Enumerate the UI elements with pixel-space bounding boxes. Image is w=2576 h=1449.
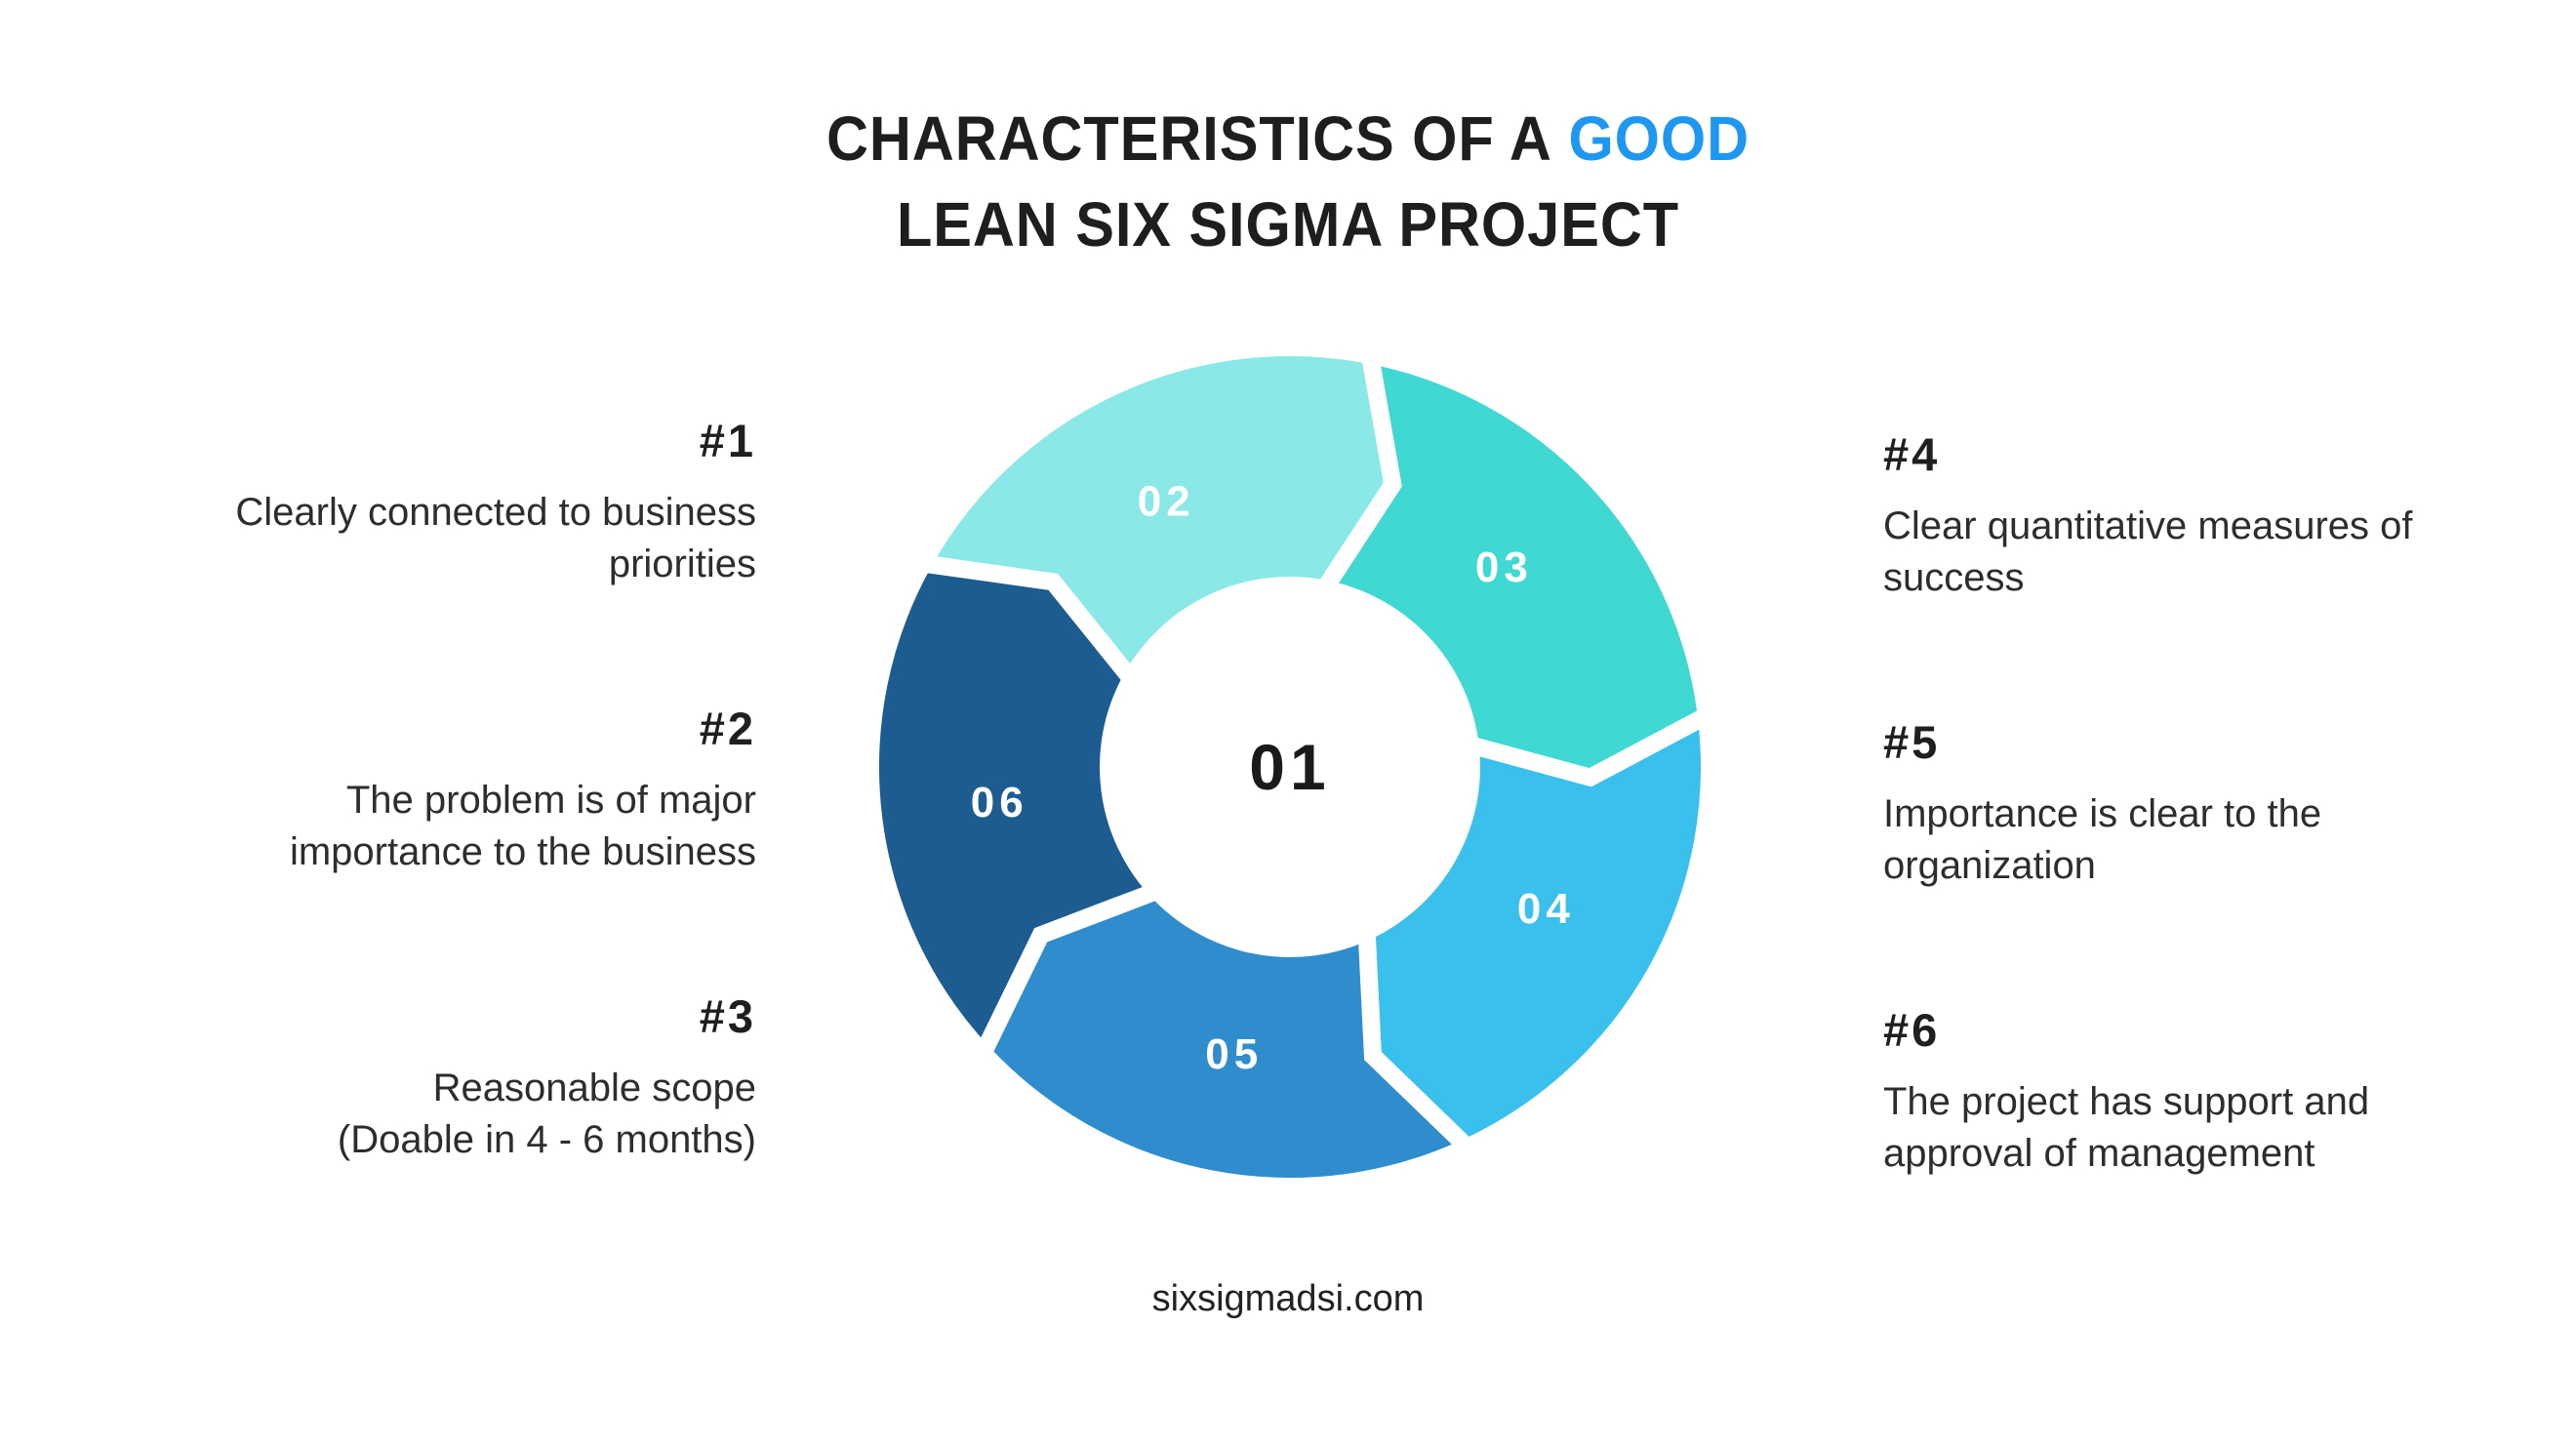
item-text-line: Clear quantitative measures of xyxy=(1883,504,2413,547)
page-title: CHARACTERISTICS OF A GOOD LEAN SIX SIGMA … xyxy=(0,96,2576,267)
characteristic-item-4: #4 Clear quantitative measures of succes… xyxy=(1883,431,2508,604)
item-text-line: (Doable in 4 - 6 months) xyxy=(337,1118,756,1161)
segment-label-05: 05 xyxy=(1205,1030,1263,1078)
item-text: The problem is of major importance to th… xyxy=(127,775,756,878)
item-number: #3 xyxy=(699,990,756,1042)
item-text-line: The project has support and xyxy=(1883,1080,2370,1123)
item-text-line: priorities xyxy=(608,543,756,585)
item-number: #4 xyxy=(1883,428,1941,480)
item-text-line: approval of management xyxy=(1883,1132,2315,1175)
segment-label-02: 02 xyxy=(1138,478,1195,526)
center-circle xyxy=(1108,585,1471,948)
item-number: #6 xyxy=(1883,1004,1941,1056)
item-text: Importance is clear to the organization xyxy=(1883,788,2508,892)
item-text: Reasonable scope (Doable in 4 - 6 months… xyxy=(127,1063,756,1166)
item-text-line: importance to the business xyxy=(289,830,756,873)
characteristic-item-5: #5 Importance is clear to the organizati… xyxy=(1883,719,2508,892)
right-items-column: #4 Clear quantitative measures of succes… xyxy=(1883,431,2508,1180)
item-text-line: Importance is clear to the xyxy=(1883,792,2322,835)
characteristic-item-1: #1 Clearly connected to business priorit… xyxy=(127,418,756,590)
item-text-line: The problem is of major xyxy=(345,779,756,822)
item-number: #5 xyxy=(1883,716,1941,768)
item-text: Clearly connected to business priorities xyxy=(127,487,756,590)
footer-website-text: sixsigmadsi.com xyxy=(1151,1278,1425,1319)
item-text-line: Reasonable scope xyxy=(432,1067,756,1109)
title-accent: GOOD xyxy=(1568,103,1751,174)
item-text-line: success xyxy=(1883,556,2025,599)
segment-label-04: 04 xyxy=(1517,885,1575,933)
cycle-diagram: 02 03 04 05 06 01 xyxy=(862,339,1718,1195)
title-line-1: CHARACTERISTICS OF A GOOD xyxy=(90,96,2485,181)
item-text: Clear quantitative measures of success xyxy=(1883,501,2508,604)
characteristic-item-6: #6 The project has support and approval … xyxy=(1883,1007,2508,1180)
center-label: 01 xyxy=(1249,731,1330,803)
segment-label-03: 03 xyxy=(1475,543,1533,591)
title-line-2: LEAN SIX SIGMA PROJECT xyxy=(896,189,1680,260)
item-number: #1 xyxy=(699,415,756,466)
characteristic-item-3: #3 Reasonable scope (Doable in 4 - 6 mon… xyxy=(127,993,756,1166)
segment-label-06: 06 xyxy=(971,779,1028,826)
item-text: The project has support and approval of … xyxy=(1883,1076,2508,1180)
left-items-column: #1 Clearly connected to business priorit… xyxy=(127,418,756,1166)
characteristic-item-2: #2 The problem is of major importance to… xyxy=(127,705,756,878)
title-text-black: CHARACTERISTICS OF A xyxy=(825,103,1552,174)
item-number: #2 xyxy=(699,703,756,754)
item-text-line: Clearly connected to business xyxy=(235,491,756,534)
item-text-line: organization xyxy=(1883,844,2096,887)
